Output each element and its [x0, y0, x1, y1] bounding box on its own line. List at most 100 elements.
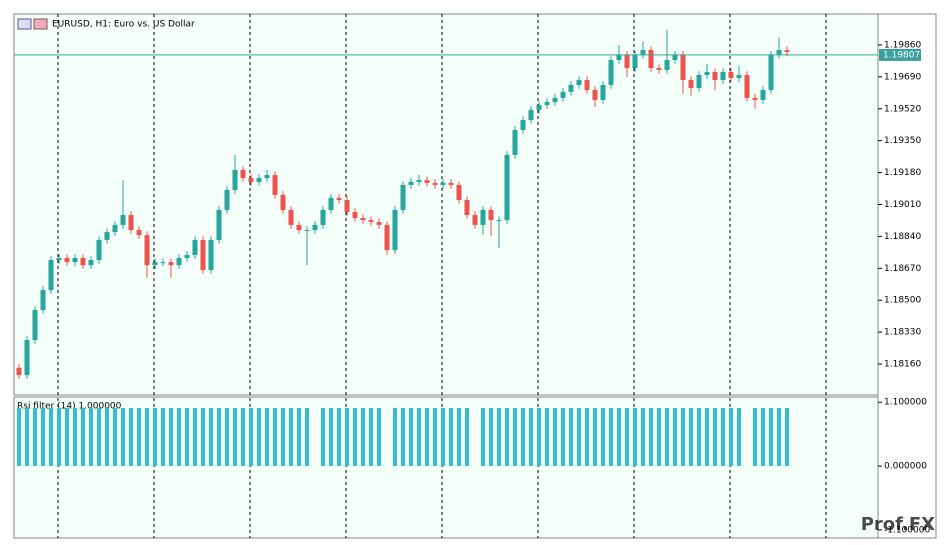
candle-body	[712, 71, 718, 81]
bar	[105, 408, 109, 467]
bar	[361, 408, 365, 467]
bar	[281, 408, 285, 467]
bar	[769, 408, 773, 467]
candle-body	[336, 197, 342, 200]
candle-body	[488, 209, 494, 221]
bar	[761, 408, 765, 467]
bar	[681, 408, 685, 467]
bar	[425, 408, 429, 467]
candle-body	[424, 180, 430, 183]
bar	[137, 408, 141, 467]
candle-body	[136, 230, 142, 236]
candle-body	[232, 169, 238, 191]
candle-body	[328, 197, 334, 210]
bar	[233, 408, 237, 467]
bar	[321, 408, 325, 467]
bar	[185, 408, 189, 467]
bar	[73, 408, 77, 467]
y-tick-label: 1.19520	[884, 104, 921, 114]
candle-body	[704, 71, 710, 75]
candle-body	[696, 74, 702, 88]
candle-body	[88, 260, 94, 266]
bar	[65, 408, 69, 467]
candle-body	[256, 178, 262, 182]
candle-body	[648, 50, 654, 69]
candle-body	[224, 190, 230, 210]
candle-body	[480, 209, 486, 225]
bar	[625, 408, 629, 467]
candle-body	[104, 232, 110, 240]
bar	[201, 408, 205, 467]
bar	[353, 408, 357, 467]
y-tick-label: 1.18160	[884, 360, 921, 370]
bar	[665, 408, 669, 467]
bar	[129, 408, 133, 467]
bar	[689, 408, 693, 467]
candle-body	[40, 290, 46, 310]
bar	[401, 408, 405, 467]
candle-body	[72, 257, 78, 263]
candle-body	[64, 257, 70, 263]
y-tick-label: 1.19010	[884, 200, 921, 210]
candle-body	[144, 235, 150, 266]
y-tick-label: 1.19180	[884, 168, 921, 178]
bar	[609, 408, 613, 467]
bar	[89, 408, 93, 467]
candle-body	[768, 54, 774, 91]
bar	[249, 408, 253, 467]
bar	[49, 408, 53, 467]
candle-body	[608, 59, 614, 85]
bar	[145, 408, 149, 467]
bar	[697, 408, 701, 467]
bar	[305, 408, 309, 467]
bar	[465, 408, 469, 467]
bar	[753, 408, 757, 467]
bar	[657, 408, 661, 467]
candle-body	[280, 194, 286, 210]
candle-body	[512, 129, 518, 155]
price-axis	[877, 13, 937, 539]
bar	[481, 408, 485, 467]
bar	[449, 408, 453, 467]
y-tick-label: 1.100000	[884, 398, 927, 408]
bar	[265, 408, 269, 467]
bar	[329, 408, 333, 467]
bar	[217, 408, 221, 467]
bar	[633, 408, 637, 467]
y-tick-label: 1.19860	[884, 40, 921, 50]
bar	[41, 408, 45, 467]
candle-body	[592, 90, 598, 100]
bar	[497, 408, 501, 467]
candle-body	[392, 209, 398, 251]
indicator-pane	[13, 396, 879, 539]
bar	[297, 408, 301, 467]
candle-body	[448, 182, 454, 185]
candle-body	[680, 54, 686, 81]
candle-body	[296, 224, 302, 231]
bar	[505, 408, 509, 467]
candle-body	[160, 262, 166, 264]
candle-body	[568, 84, 574, 92]
bar	[377, 408, 381, 467]
bar	[81, 408, 85, 467]
candle-body	[384, 224, 390, 251]
candle-body	[360, 218, 366, 221]
bar	[409, 408, 413, 467]
candle-body	[352, 212, 358, 219]
candle-body	[736, 74, 742, 79]
bar	[169, 408, 173, 467]
bar	[57, 408, 61, 467]
candle-body	[152, 262, 158, 266]
candle-body	[600, 84, 606, 100]
candle-body	[200, 239, 206, 271]
main-pane	[13, 13, 879, 396]
bar	[705, 408, 709, 467]
bar	[209, 408, 213, 467]
candle-body	[400, 184, 406, 210]
candle-body	[376, 221, 382, 225]
bar	[393, 408, 397, 467]
y-tick-label: 1.19350	[884, 136, 921, 146]
candle-body	[504, 154, 510, 221]
bar	[649, 408, 653, 467]
